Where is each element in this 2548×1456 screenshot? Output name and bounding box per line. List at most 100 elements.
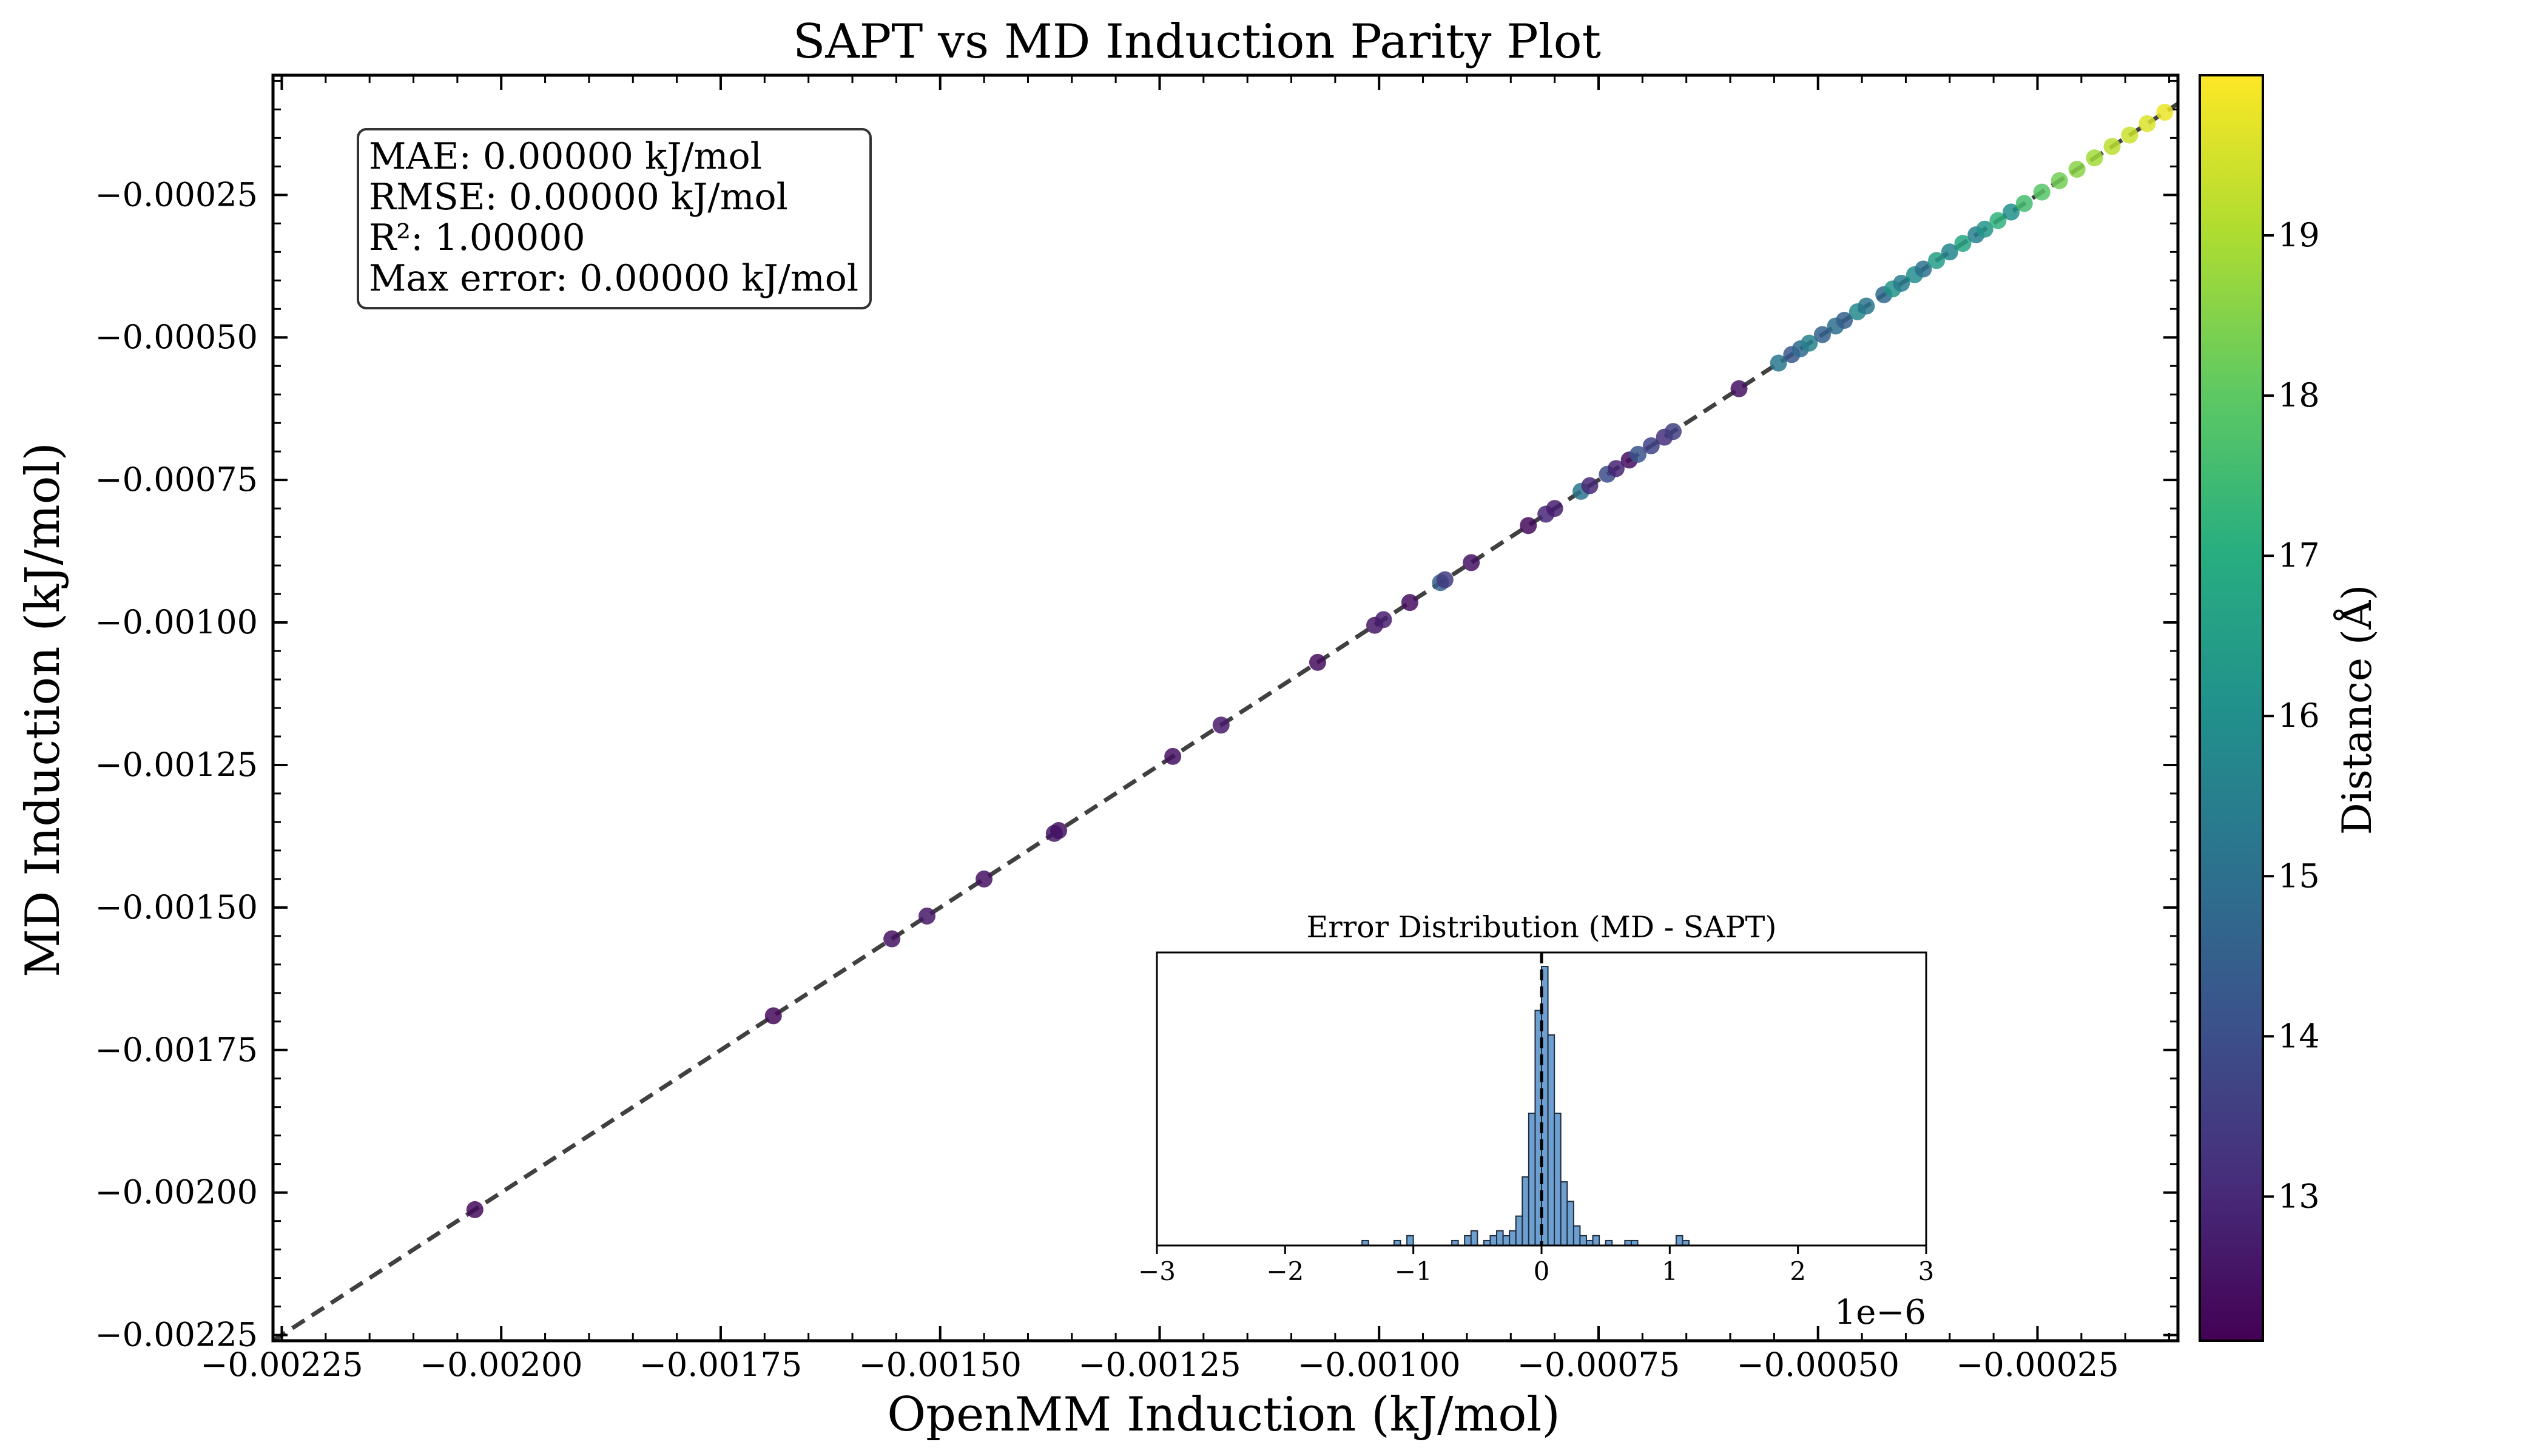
- histogram-bar: [1572, 1225, 1581, 1246]
- scatter-point: [2003, 203, 2020, 221]
- y-tick-label: −0.00150: [95, 888, 258, 926]
- scatter-point: [1309, 653, 1326, 671]
- scatter-point: [2068, 161, 2086, 178]
- scatter-point: [764, 1007, 782, 1025]
- scatter-point: [1050, 822, 1068, 840]
- stats-r2: R²: 1.00000: [369, 217, 585, 259]
- scatter-point: [1770, 354, 1787, 372]
- x-axis-label: OpenMM Induction (kJ/mol): [887, 1387, 1560, 1442]
- inset-x-tick-label: 0: [1534, 1256, 1550, 1286]
- x-tick-label: −0.00125: [1078, 1346, 1241, 1384]
- histogram-bar: [1554, 1113, 1562, 1246]
- scatter-point: [1730, 380, 1748, 397]
- scatter-point: [1581, 477, 1599, 494]
- colorbar-tick-label: 14: [2278, 1017, 2320, 1055]
- x-tick-label: −0.00100: [1298, 1346, 1461, 1384]
- inset-axis-ticks: [1156, 1245, 1927, 1254]
- inset-x-tick-label: 1: [1662, 1256, 1678, 1286]
- colorbar-tick-label: 18: [2278, 376, 2320, 414]
- scatter-point: [1164, 747, 1182, 765]
- x-tick-label: −0.00025: [1956, 1346, 2119, 1384]
- y-tick-label: −0.00025: [95, 175, 258, 214]
- scatter-point: [1801, 334, 1818, 352]
- y-tick-label: −0.00200: [95, 1173, 258, 1212]
- inset-title: Error Distribution (MD - SAPT): [1307, 910, 1777, 945]
- scatter-points: [466, 104, 2174, 1218]
- histogram-bar: [1579, 1235, 1587, 1246]
- y-tick-labels: −0.00025 −0.00050 −0.00075 −0.00100 −0.0…: [95, 175, 258, 1353]
- histogram-bar: [1566, 1201, 1574, 1246]
- histogram-bar: [1515, 1215, 1523, 1247]
- scatter-point: [1893, 274, 1910, 292]
- scatter-point: [2015, 195, 2033, 212]
- scatter-point: [1976, 220, 1994, 238]
- chart-title: SAPT vs MD Induction Parity Plot: [793, 15, 1601, 69]
- inset-x-tick-label: −3: [1138, 1256, 1176, 1286]
- stats-rmse: RMSE: 0.00000 kJ/mol: [369, 176, 788, 218]
- histogram-bar: [1496, 1230, 1504, 1246]
- stats-box-frame: [357, 128, 872, 309]
- inset-x-tick-label: −1: [1395, 1256, 1432, 1286]
- stats-box: MAE: 0.00000 kJ/mol RMSE: 0.00000 kJ/mol…: [357, 128, 872, 309]
- stats-max-error: Max error: 0.00000 kJ/mol: [369, 257, 858, 300]
- colorbar-label: Distance (Å): [2334, 585, 2381, 835]
- scatter-point: [1813, 326, 1831, 343]
- scatter-point: [918, 907, 936, 925]
- colorbar-tick-label: 17: [2278, 536, 2320, 575]
- scatter-point: [2103, 138, 2121, 155]
- scatter-point: [2138, 115, 2156, 132]
- scatter-point: [2086, 149, 2103, 167]
- scatter-point: [976, 870, 993, 888]
- x-tick-label: −0.00150: [858, 1346, 1022, 1384]
- stats-mae: MAE: 0.00000 kJ/mol: [369, 135, 762, 178]
- histogram-bar: [1560, 1181, 1568, 1247]
- y-tick-label: −0.00100: [95, 603, 258, 641]
- y-tick-label: −0.00075: [95, 460, 258, 499]
- scatter-point: [2033, 183, 2051, 201]
- scatter-point: [1607, 460, 1625, 477]
- x-tick-label: −0.00175: [639, 1346, 803, 1384]
- scatter-point: [466, 1201, 484, 1218]
- scatter-point: [1375, 611, 1392, 629]
- scatter-point: [1212, 716, 1230, 734]
- histogram-bar: [1522, 1176, 1529, 1247]
- scatter-point: [1954, 235, 1972, 252]
- histogram-bar: [1406, 1235, 1414, 1246]
- scatter-point: [883, 930, 901, 948]
- colorbar-tick-label: 13: [2278, 1177, 2320, 1215]
- scatter-point: [1915, 260, 1932, 278]
- main-axes-frame: [271, 73, 2180, 1343]
- x-tick-label: −0.00200: [420, 1346, 583, 1384]
- y-tick-label: −0.00225: [95, 1316, 258, 1354]
- inset-offset-label: 1e−6: [1835, 1293, 1926, 1332]
- histogram-bar: [1592, 1235, 1600, 1246]
- x-tick-label: −0.00075: [1517, 1346, 1680, 1384]
- histogram-bar: [1528, 1113, 1536, 1246]
- error-histogram-inset: Error Distribution (MD - SAPT) −3 −2 −1 …: [1138, 910, 1934, 1332]
- inset-x-tick-label: −2: [1266, 1256, 1304, 1286]
- scatter-point: [1463, 554, 1480, 571]
- scatter-point: [1630, 445, 1647, 463]
- scatter-point: [2121, 126, 2138, 144]
- y-tick-label: −0.00125: [95, 746, 258, 784]
- scatter-point: [1520, 517, 1537, 534]
- y-tick-label: −0.00050: [95, 318, 258, 356]
- scatter-point: [1928, 252, 1946, 269]
- histogram-bar: [1509, 1230, 1517, 1246]
- scatter-point: [1989, 212, 2007, 229]
- x-tick-labels: −0.00225 −0.00200 −0.00175 −0.00150 −0.0…: [200, 1346, 2119, 1384]
- scatter-point: [1436, 571, 1454, 588]
- histogram-bar: [1489, 1235, 1498, 1246]
- colorbar: [2199, 74, 2264, 1342]
- inset-tick-labels: −3 −2 −1 0 1 2 3: [1138, 1256, 1934, 1286]
- x-tick-label: −0.00225: [200, 1346, 363, 1384]
- x-tick-label: −0.00050: [1736, 1346, 1899, 1384]
- inset-x-tick-label: 2: [1790, 1256, 1806, 1286]
- colorbar-tick-labels: 13 14 15 16 17 18 19: [2278, 216, 2320, 1215]
- scatter-point: [1546, 500, 1563, 517]
- inset-x-tick-label: 3: [1918, 1256, 1935, 1286]
- histogram-bar: [1675, 1235, 1684, 1246]
- scatter-point: [1664, 423, 1682, 440]
- scatter-point: [2156, 104, 2174, 121]
